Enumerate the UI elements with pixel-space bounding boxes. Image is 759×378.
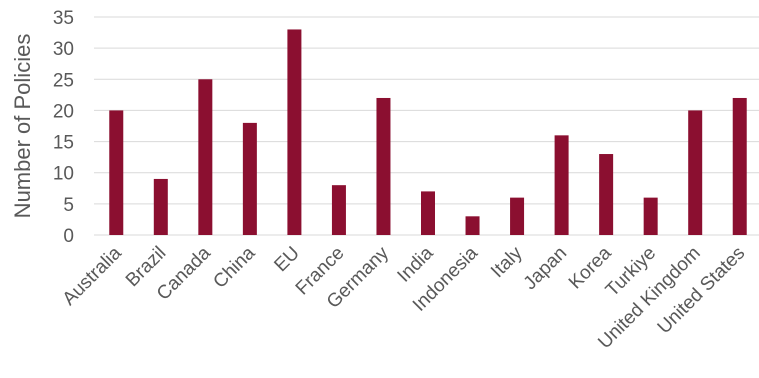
y-tick-label: 15: [53, 133, 74, 154]
bar-india: [421, 191, 435, 235]
bar-eu: [287, 29, 302, 236]
y-tick-label: 10: [53, 164, 74, 185]
bar-indonesia: [465, 216, 480, 235]
x-tick-label: Italy: [487, 242, 527, 282]
bar-korea: [599, 154, 614, 235]
y-tick-label: 30: [53, 39, 74, 60]
y-tick-label: 25: [53, 70, 74, 91]
bar-china: [242, 122, 257, 235]
bar-japan: [554, 135, 569, 235]
y-tick-label: 20: [53, 101, 74, 122]
x-tick-label: EU: [270, 243, 304, 277]
y-axis-ticks: 0 5 10 15 20 25 30 35: [53, 8, 74, 247]
x-tick-label: Australia: [59, 242, 126, 309]
bar-italy: [510, 197, 525, 235]
bar-france: [331, 185, 346, 235]
y-tick-label: 35: [53, 8, 74, 29]
bar-germany: [376, 97, 391, 235]
bar-united-kingdom: [688, 110, 703, 235]
y-tick-label: 5: [63, 195, 74, 216]
bar-brazil: [153, 178, 168, 235]
bar-turkiye: [643, 197, 658, 235]
bar-australia: [109, 110, 124, 235]
y-tick-label: 0: [63, 226, 74, 247]
bars: [109, 29, 747, 236]
y-axis-title: Number of Policies: [10, 34, 35, 219]
x-tick-label: Japan: [520, 243, 571, 294]
bar-canada: [198, 79, 213, 236]
x-tick-label: China: [209, 242, 259, 292]
bar-united-states: [732, 97, 747, 235]
